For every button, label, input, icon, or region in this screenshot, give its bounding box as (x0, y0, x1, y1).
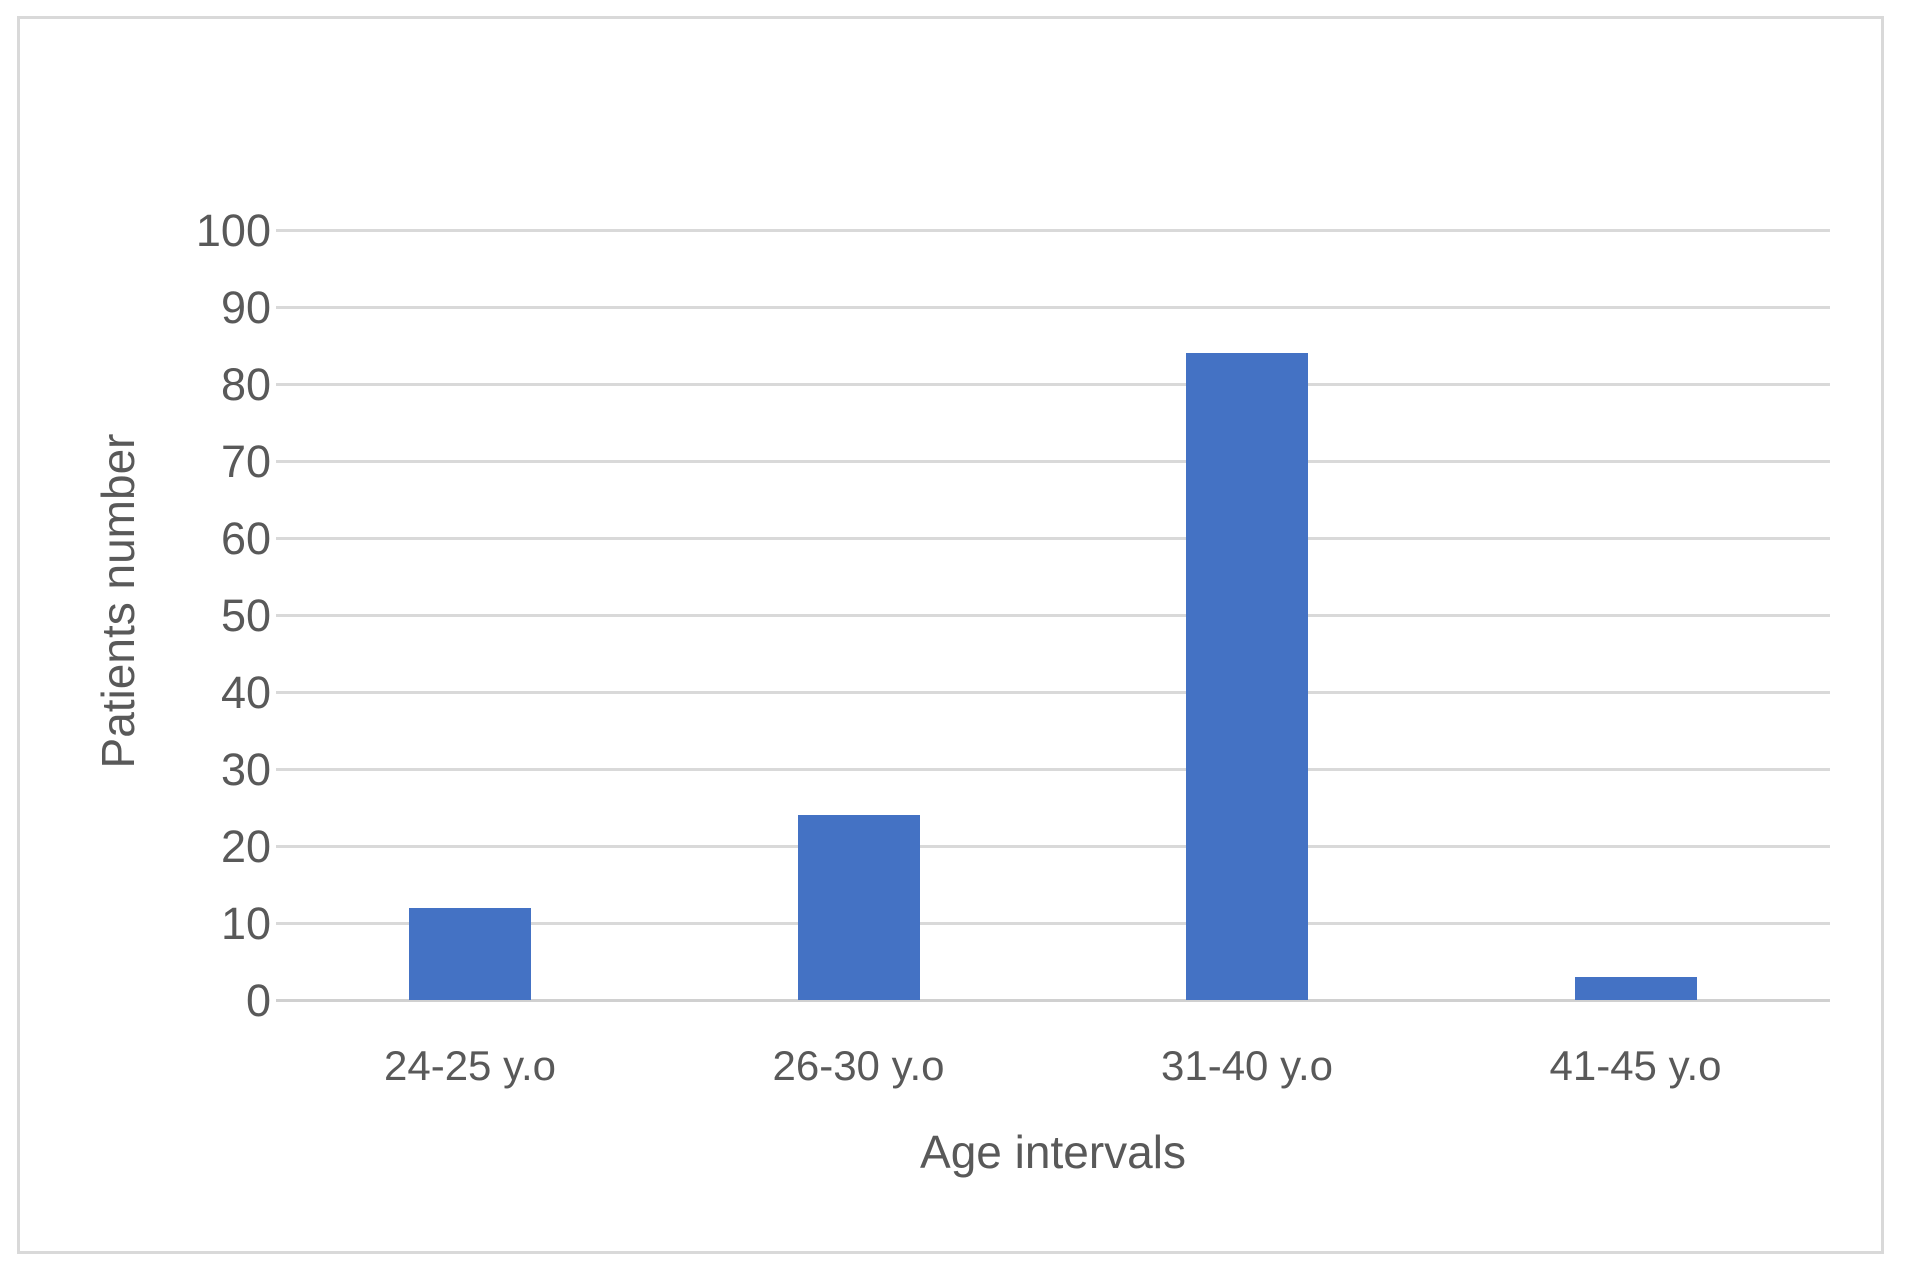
gridline-y-20 (276, 844, 1830, 848)
gridline-y-90 (276, 305, 1830, 309)
y-tick-label-10: 10 (220, 898, 271, 949)
y-tick-label-30: 30 (220, 744, 271, 795)
gridline-y-30 (276, 767, 1830, 771)
gridline-y-100 (276, 228, 1830, 232)
gridline-y-80 (276, 382, 1830, 386)
gridline-y-60 (276, 536, 1830, 540)
y-tick-label-0: 0 (245, 975, 271, 1026)
gridline-y-10 (276, 921, 1830, 925)
y-tick-label-60: 60 (220, 513, 271, 564)
x-axis-title: Age intervals (920, 1126, 1186, 1178)
bar-31-40-y.o (1186, 353, 1309, 1000)
y-tick-label-50: 50 (220, 590, 271, 641)
x-category-label-4: 41-45 y.o (1549, 1042, 1722, 1089)
y-tick-label-40: 40 (220, 667, 271, 718)
y-tick-label-20: 20 (220, 821, 271, 872)
bar-24-25-y.o (409, 907, 532, 1000)
y-tick-label-100: 100 (195, 205, 271, 256)
plot-area (276, 228, 1830, 1002)
chart-frame: Patients number Age intervals 0 10 20 30 40 5… (17, 16, 1884, 1254)
gridline-y-70 (276, 459, 1830, 463)
bar-41-45-y.o (1574, 976, 1697, 1000)
x-axis-line (276, 998, 1830, 1002)
gridline-y-50 (276, 613, 1830, 617)
x-category-label-2: 26-30 y.o (772, 1042, 945, 1089)
y-tick-label-90: 90 (220, 282, 271, 333)
x-category-label-1: 24-25 y.o (384, 1042, 556, 1089)
bar-26-30-y.o (797, 815, 920, 1000)
y-tick-label-70: 70 (220, 436, 271, 487)
x-category-label-3: 31-40 y.o (1161, 1042, 1333, 1089)
gridline-y-40 (276, 690, 1830, 694)
y-tick-label-80: 80 (220, 359, 271, 410)
